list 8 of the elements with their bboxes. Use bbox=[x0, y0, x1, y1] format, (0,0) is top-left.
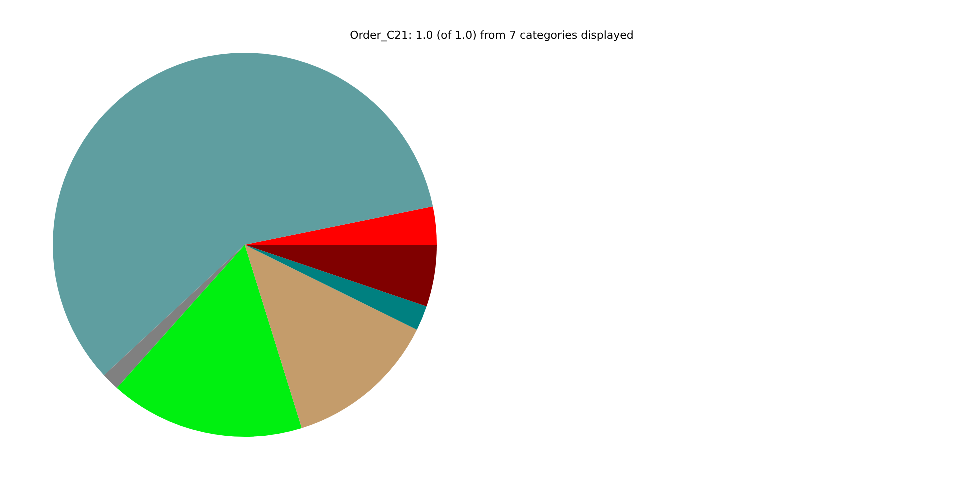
pie-slice bbox=[245, 245, 427, 330]
pie-slice bbox=[53, 53, 434, 376]
pie-slice bbox=[104, 245, 245, 388]
pie-slice bbox=[117, 245, 302, 437]
pie-slice bbox=[245, 245, 437, 307]
pie-slice bbox=[245, 206, 437, 245]
text: Order_C21: 1.0 (of 1.0) from 7 categories displayed bbox=[350, 29, 634, 42]
pie-slice bbox=[245, 245, 418, 428]
